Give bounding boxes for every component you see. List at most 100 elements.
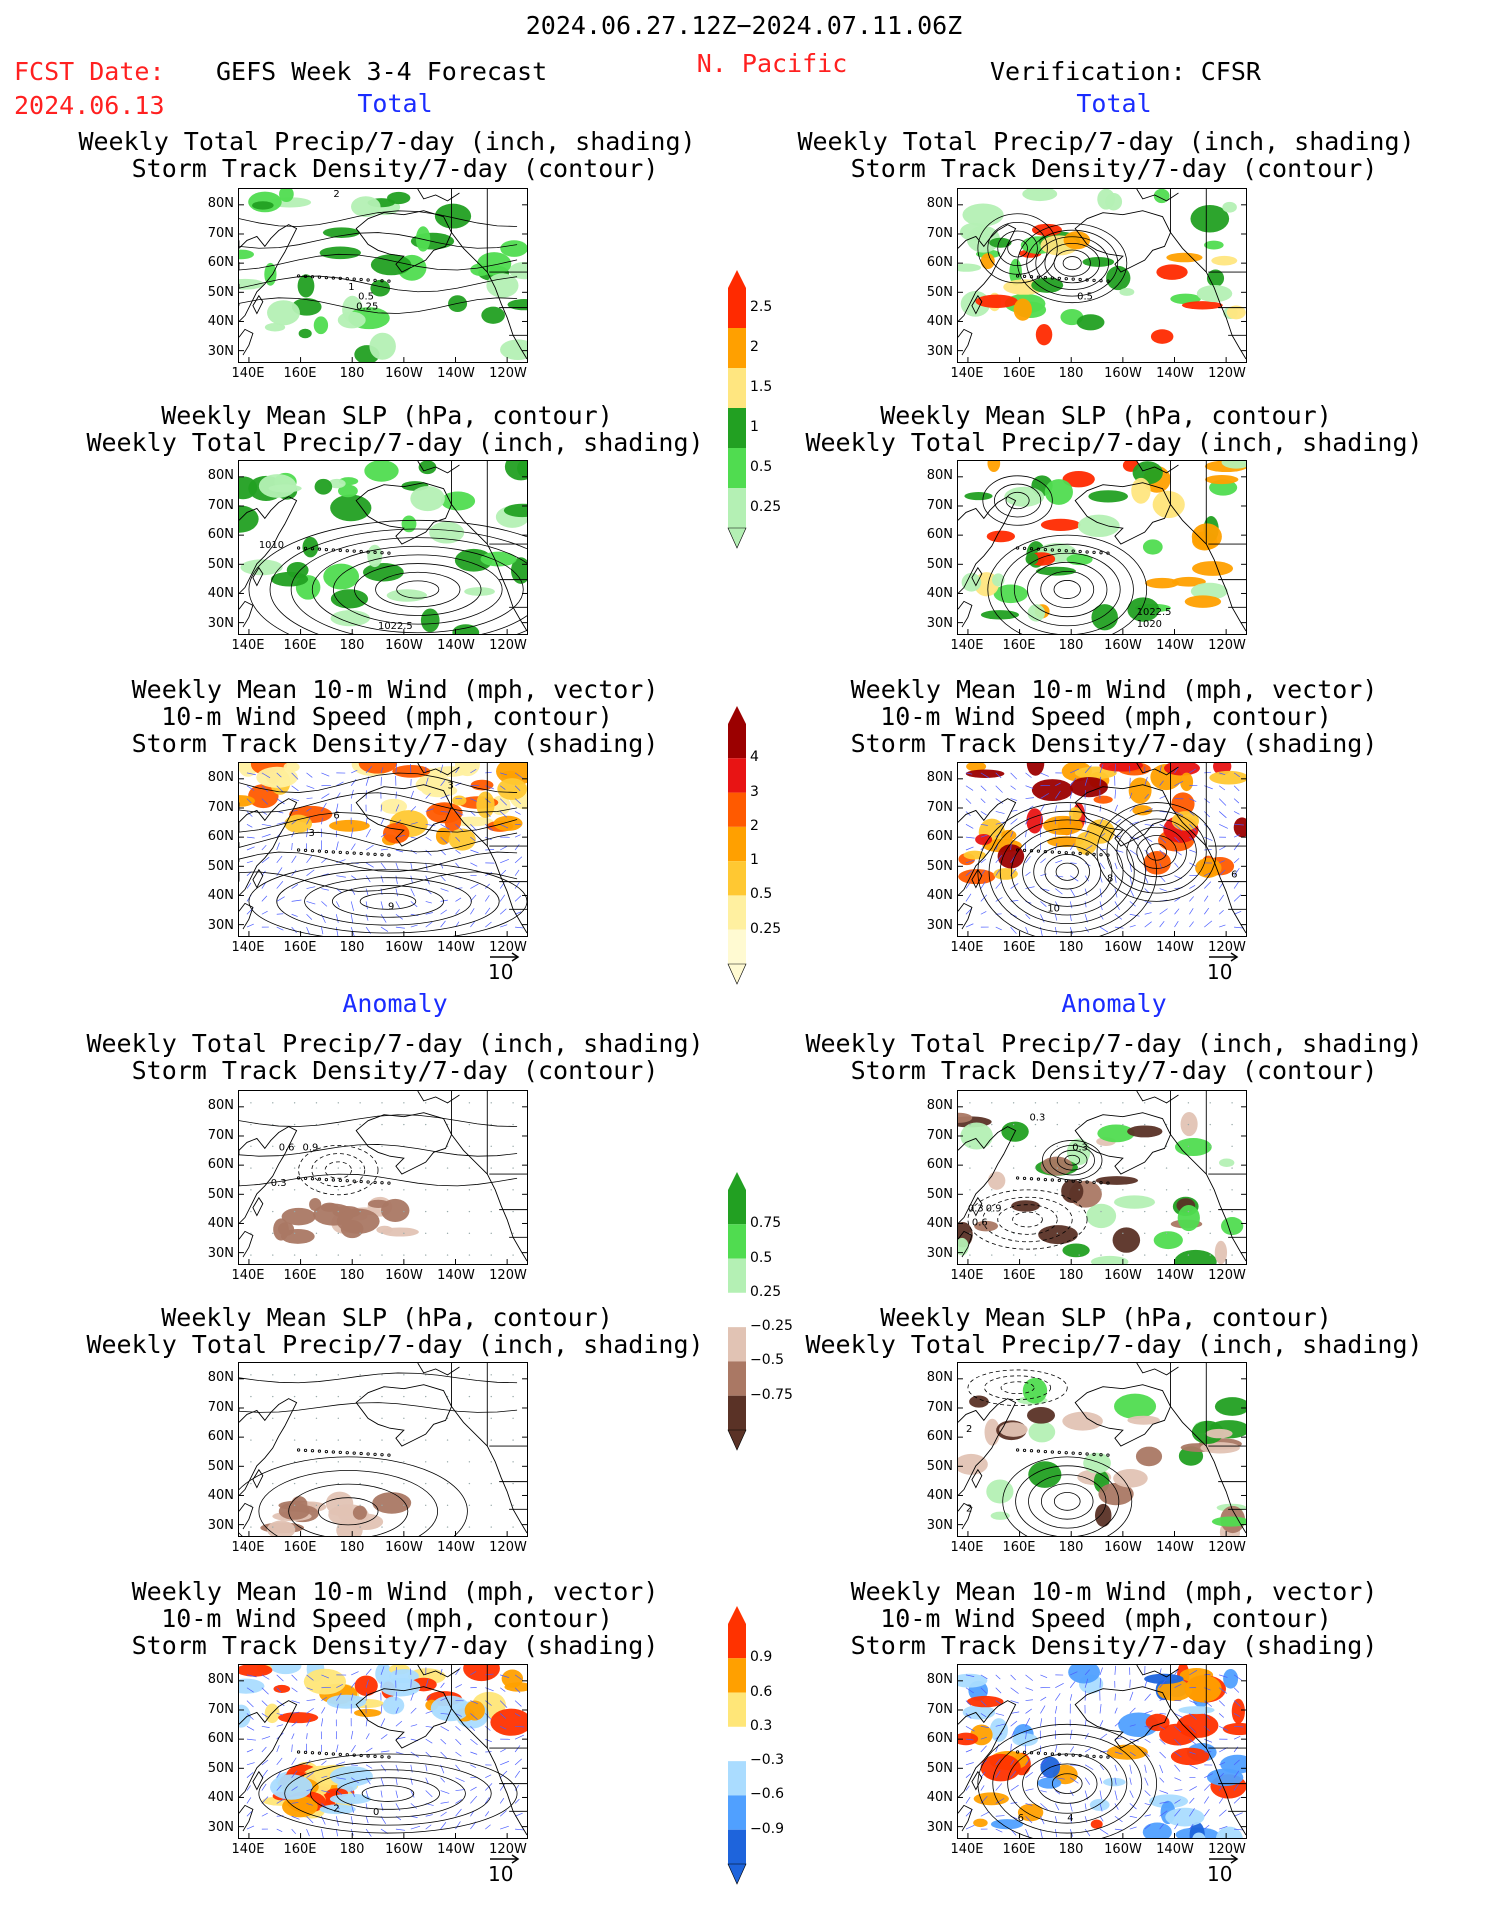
lon-tick-label: 180 — [339, 1540, 365, 1555]
lat-tick-label: 50N — [926, 556, 953, 572]
lon-tick-label: 140E — [950, 1540, 984, 1555]
lat-tick-label: 40N — [926, 888, 953, 903]
colorbar-tick-label: 1 — [750, 419, 759, 435]
svg-text:4: 4 — [1067, 1813, 1073, 1824]
lat-tick-label: 70N — [207, 1399, 234, 1415]
lon-tick-label: 140W — [1156, 1540, 1194, 1555]
title-L1-a: Weekly Total Precip/7-day (inch, shading… — [78, 127, 696, 156]
svg-text:1: 1 — [348, 282, 354, 293]
lon-tick-label: 160W — [1104, 1268, 1142, 1283]
lon-tick-label: 160E — [283, 1842, 317, 1857]
lat-tick-label: 60N — [926, 1429, 953, 1444]
lon-tick-label: 180 — [1058, 366, 1084, 381]
colorbar-tick-label: 0.25 — [750, 920, 782, 937]
lon-tick-label: 160E — [1002, 940, 1036, 955]
lat-tick-label: 80N — [207, 1098, 234, 1113]
lon-tick-label: 140W — [437, 1842, 475, 1857]
colorbar-tick-label: 2 — [750, 339, 759, 355]
lat-tick-label: 70N — [926, 497, 953, 513]
lon-tick-label: 140W — [1156, 366, 1194, 381]
colorbar-tick-label: 3 — [750, 783, 759, 800]
map-panel-L4: 0.6 0.9 0.3 — [238, 1090, 528, 1265]
colorbar-tick-label: 0.5 — [750, 459, 773, 475]
svg-text:0.5: 0.5 — [358, 292, 374, 303]
lon-tick-label: 140E — [231, 940, 265, 955]
region-title: N. Pacific — [696, 49, 848, 78]
svg-text:2: 2 — [333, 1803, 339, 1814]
lon-tick-label: 180 — [1058, 1268, 1084, 1283]
lon-tick-label: 140E — [950, 1842, 984, 1857]
lat-tick-label: 50N — [207, 1186, 234, 1202]
lat-tick-label: 40N — [207, 1216, 234, 1231]
lat-tick-label: 70N — [207, 1127, 234, 1143]
svg-text:0.3: 0.3 — [1030, 1113, 1046, 1124]
lon-tick-label: 180 — [339, 1268, 365, 1283]
lat-tick-label: 40N — [926, 1216, 953, 1231]
svg-text:3: 3 — [309, 828, 315, 839]
lat-tick-label: 60N — [207, 1731, 234, 1746]
lon-tick-label: 120W — [489, 1842, 527, 1857]
colorbar-tick-label: −0.9 — [750, 1820, 784, 1837]
lon-tick-label: 120W — [1208, 366, 1246, 381]
colorbar-storm-total — [722, 706, 812, 990]
lat-tick-label: 70N — [926, 1127, 953, 1143]
lon-tick-label: 160E — [1002, 1268, 1036, 1283]
map-panel-L5 — [238, 1362, 528, 1537]
map-panel-R3: 10 6 8 — [957, 762, 1247, 937]
lon-tick-label: 140W — [437, 940, 475, 955]
title-L6-c: Storm Track Density/7-day (shading) — [131, 1631, 659, 1660]
lat-tick-label: 50N — [207, 556, 234, 572]
model-title: GEFS Week 3-4 Forecast — [216, 57, 548, 86]
lat-tick-label: 60N — [207, 1429, 234, 1444]
svg-text:9: 9 — [388, 901, 394, 912]
svg-text:6: 6 — [1231, 870, 1237, 881]
lon-tick-label: 120W — [489, 366, 527, 381]
lon-tick-label: 160E — [1002, 638, 1036, 653]
lon-tick-label: 160E — [283, 1268, 317, 1283]
map-panel-R1: 0.5 — [957, 188, 1247, 363]
lon-tick-label: 160W — [1104, 1842, 1142, 1857]
map-panel-L1: 2 1 0.5 0.25 — [238, 188, 528, 363]
lon-tick-label: 140E — [950, 1268, 984, 1283]
colorbar-precip-total — [722, 270, 812, 554]
lon-tick-label: 140W — [437, 638, 475, 653]
svg-text:0: 0 — [373, 1807, 379, 1818]
lat-tick-label: 40N — [207, 314, 234, 329]
title-L5-a: Weekly Mean SLP (hPa, contour) — [161, 1303, 613, 1332]
colorbar-tick-label: 0.75 — [750, 1215, 782, 1232]
lat-tick-label: 50N — [207, 1760, 234, 1776]
lon-tick-label: 140W — [1156, 1268, 1194, 1283]
lat-tick-label: 70N — [926, 1399, 953, 1415]
colorbar-tick-label: 0.3 — [750, 1717, 773, 1734]
lat-tick-label: 80N — [926, 196, 953, 211]
lon-tick-label: 180 — [1058, 638, 1084, 653]
lon-tick-label: 180 — [339, 366, 365, 381]
title-R5-b: Weekly Total Precip/7-day (inch, shading… — [805, 1330, 1423, 1359]
lat-tick-label: 80N — [926, 1672, 953, 1687]
lat-tick-label: 80N — [926, 1098, 953, 1113]
vector-ref-arrow-icon — [1209, 952, 1239, 962]
lat-tick-label: 80N — [926, 1370, 953, 1385]
lat-tick-label: 80N — [207, 196, 234, 211]
lat-tick-label: 80N — [926, 770, 953, 785]
vector-ref-L6: 10 — [488, 1854, 520, 1886]
fcst-date: 2024.06.13 — [14, 91, 165, 120]
title-R3-b: 10-m Wind Speed (mph, contour) — [880, 702, 1332, 731]
lat-tick-label: 30N — [926, 615, 953, 631]
svg-text:0.6: 0.6 — [972, 1217, 988, 1228]
title-L3-c: Storm Track Density/7-day (shading) — [131, 729, 659, 758]
svg-text:0.3: 0.3 — [271, 1178, 287, 1189]
lat-tick-label: 50N — [926, 284, 953, 300]
lon-tick-label: 160E — [283, 940, 317, 955]
lat-tick-label: 30N — [207, 615, 234, 631]
lat-tick-label: 70N — [207, 1701, 234, 1717]
title-R6-a: Weekly Mean 10-m Wind (mph, vector) — [850, 1577, 1378, 1606]
title-R4-b: Storm Track Density/7-day (contour) — [850, 1056, 1378, 1085]
lat-tick-label: 50N — [926, 1760, 953, 1776]
lon-tick-label: 140E — [950, 940, 984, 955]
title-R2-b: Weekly Total Precip/7-day (inch, shading… — [805, 428, 1423, 457]
svg-text:6: 6 — [1018, 1813, 1024, 1824]
lon-tick-label: 160W — [385, 366, 423, 381]
vector-ref-arrow-icon — [490, 1854, 520, 1864]
